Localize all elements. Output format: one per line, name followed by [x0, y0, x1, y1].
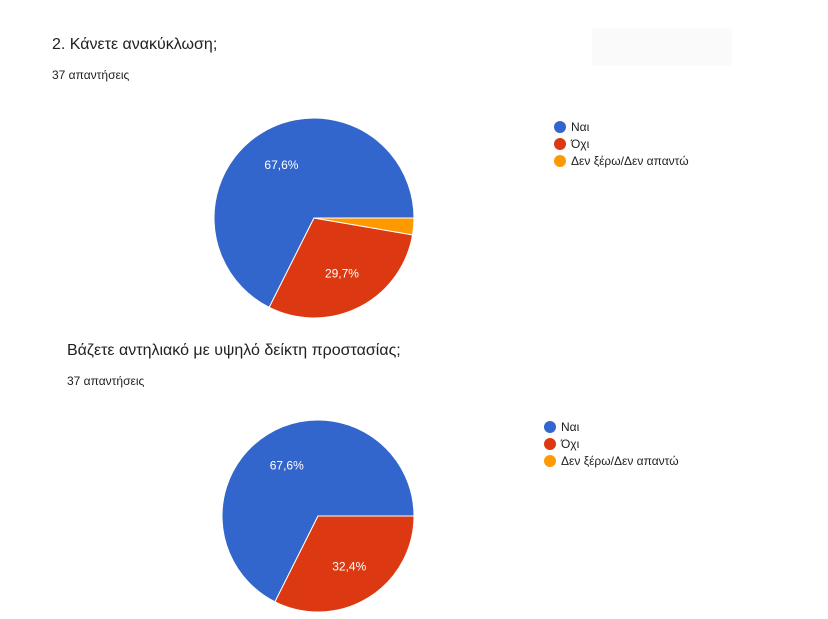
legend: Ναι Όχι Δεν ξέρω/Δεν απαντώ [554, 118, 689, 169]
slice-data-label: 67,6% [270, 458, 304, 472]
chart-title: 2. Κάνετε ανακύκλωση; [52, 36, 218, 53]
slice-data-label: 29,7% [325, 266, 359, 280]
legend-item-ναι[interactable]: Ναι [554, 118, 689, 135]
legend-label: Ναι [561, 419, 580, 434]
legend-label: Δεν ξέρω/Δεν απαντώ [571, 153, 689, 168]
pie-slice-δεν-ξέρω-δεν-απαντώ[interactable] [313, 217, 415, 236]
legend-item-δεν-ξέρω-δεν-απαντώ[interactable]: Δεν ξέρω/Δεν απαντώ [544, 452, 679, 469]
legend-label: Όχι [561, 436, 580, 451]
pie-chart: 67,6% 32,4% [221, 419, 415, 613]
legend-swatch-icon [544, 437, 556, 450]
response-count: 37 απαντήσεις [52, 68, 130, 82]
slice-data-label: 67,6% [264, 158, 298, 172]
legend-swatch-icon [544, 454, 556, 467]
pie-chart: 67,6% 29,7% [213, 117, 415, 319]
legend-label: Ναι [571, 119, 590, 134]
pie-slice-ναι[interactable] [221, 419, 415, 603]
pie-slice-όχι[interactable] [274, 515, 415, 613]
legend-swatch-icon [544, 420, 556, 433]
legend-item-ναι[interactable]: Ναι [544, 418, 679, 435]
legend-item-δεν-ξέρω-δεν-απαντώ[interactable]: Δεν ξέρω/Δεν απαντώ [554, 152, 689, 169]
legend-item-όχι[interactable]: Όχι [554, 135, 689, 152]
response-count: 37 απαντήσεις [67, 374, 145, 388]
pie-slice-όχι[interactable] [268, 217, 414, 319]
legend-swatch-icon [554, 137, 566, 150]
legend-item-όχι[interactable]: Όχι [544, 435, 679, 452]
legend-label: Δεν ξέρω/Δεν απαντώ [561, 453, 679, 468]
faded-overlay [592, 28, 732, 66]
legend-label: Όχι [571, 136, 590, 151]
chart-card-recycling: 2. Κάνετε ανακύκλωση; 37 απαντήσεις 67,6… [52, 28, 732, 319]
chart-title: Βάζετε αντηλιακό με υψηλό δείκτη προστασ… [67, 342, 401, 359]
pie-slice-ναι[interactable] [213, 117, 415, 309]
legend-swatch-icon [554, 154, 566, 167]
slice-data-label: 32,4% [332, 560, 366, 574]
legend-swatch-icon [554, 120, 566, 133]
chart-card-sunscreen: Βάζετε αντηλιακό με υψηλό δείκτη προστασ… [0, 330, 828, 619]
legend: Ναι Όχι Δεν ξέρω/Δεν απαντώ [544, 418, 679, 469]
